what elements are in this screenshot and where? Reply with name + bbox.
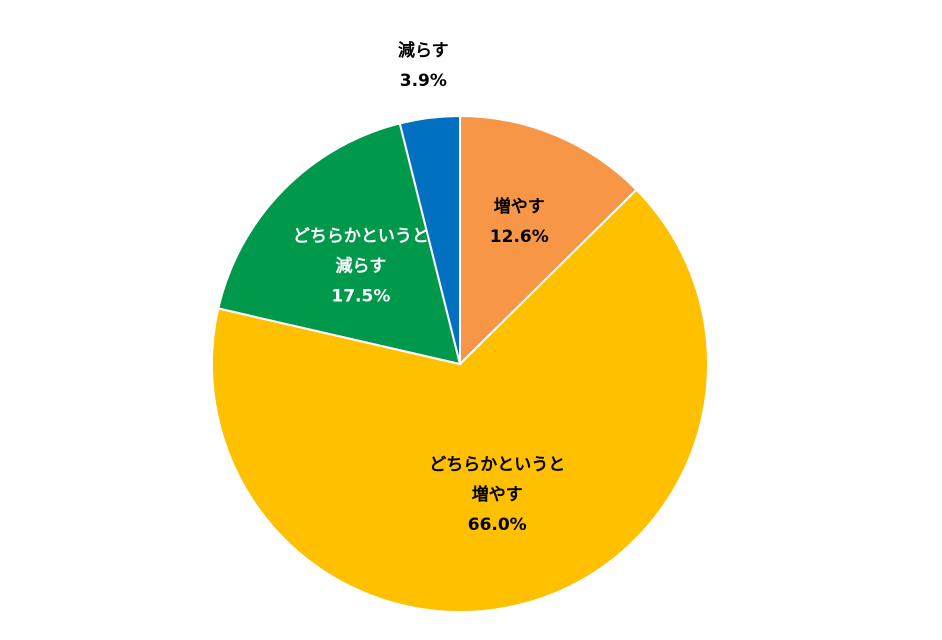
slice-value-label: 66.0% <box>468 515 527 535</box>
slice-category-label: どちらかというと <box>293 227 429 247</box>
slice-value-label: 3.9% <box>400 71 447 91</box>
slice-value-label: 17.5% <box>331 287 390 307</box>
slice-label-group: 減らす 3.9% <box>398 40 449 91</box>
labels-layer: 増やす12.6%どちらかというと増やす66.0%どちらかというと減らす17.5%… <box>293 40 565 535</box>
slice-category-label: 減らす <box>398 40 449 61</box>
slice-category-label: 減らす <box>336 256 387 277</box>
slices-layer <box>211 114 709 613</box>
pie-slice <box>398 114 461 365</box>
pie-slice <box>459 114 638 367</box>
pie-slice <box>211 188 709 613</box>
slice-category-label: 増やす <box>494 196 545 217</box>
pie-slice <box>217 122 462 366</box>
slice-label-group: 増やす 12.6% <box>490 196 549 247</box>
slice-value-label: 12.6% <box>490 227 549 247</box>
slice-category-label: 増やす <box>472 484 523 505</box>
slice-category-label: どちらかというと <box>429 455 565 475</box>
